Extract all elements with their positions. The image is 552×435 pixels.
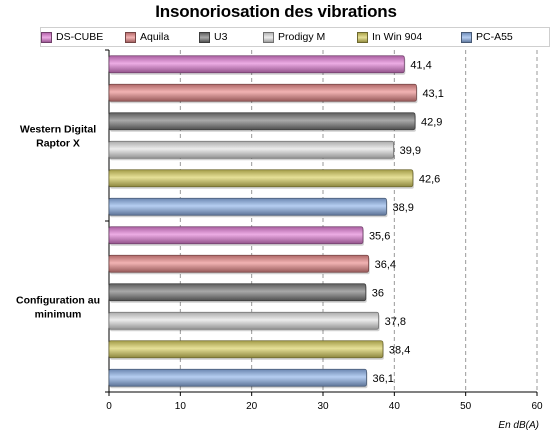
bar xyxy=(108,83,417,102)
category-label: Configuration au xyxy=(16,295,100,307)
chart-title: Insonoriosation des vibrations xyxy=(155,2,397,21)
x-tick-label: 10 xyxy=(175,401,187,412)
legend-swatch xyxy=(263,31,274,43)
bar xyxy=(108,226,364,245)
legend-label: PC-A55 xyxy=(476,31,513,43)
bar xyxy=(108,55,405,74)
legend-swatch xyxy=(199,31,210,43)
legend-label: U3 xyxy=(214,31,228,43)
data-label: 36,4 xyxy=(375,259,396,271)
x-tick-label: 50 xyxy=(460,401,472,412)
category-label: minimum xyxy=(35,309,82,321)
bar xyxy=(108,169,414,188)
legend-item: In Win 904 xyxy=(357,30,422,44)
data-label: 43,1 xyxy=(422,88,443,100)
legend-swatch xyxy=(461,31,472,43)
legend-item: Prodigy M xyxy=(263,30,325,44)
data-label: 38,4 xyxy=(389,344,410,356)
data-label: 35,6 xyxy=(369,230,390,242)
bar xyxy=(108,140,395,159)
data-label: 36 xyxy=(372,287,384,299)
legend-swatch xyxy=(41,31,52,43)
bar xyxy=(108,340,384,359)
legend-swatch xyxy=(125,31,136,43)
data-label: 42,9 xyxy=(421,116,442,128)
legend-label: Prodigy M xyxy=(278,31,326,43)
legend-label: Aquila xyxy=(140,31,170,43)
category-label: Raptor X xyxy=(36,138,80,150)
legend-item: Aquila xyxy=(125,30,169,44)
bar xyxy=(108,311,380,330)
legend-item: DS-CUBE xyxy=(41,30,103,44)
x-axis-label: En dB(A) xyxy=(498,420,539,431)
x-tick-label: 20 xyxy=(246,401,258,412)
legend-item: U3 xyxy=(199,30,227,44)
legend-item: PC-A55 xyxy=(461,30,513,44)
x-tick-label: 60 xyxy=(531,401,543,412)
category-label: Western Digital xyxy=(20,124,96,136)
legend-label: DS-CUBE xyxy=(56,31,104,43)
x-tick-label: 40 xyxy=(389,401,401,412)
data-label: 39,9 xyxy=(400,145,421,157)
bar xyxy=(108,197,387,216)
bar xyxy=(108,112,416,131)
data-label: 36,1 xyxy=(373,373,394,385)
bar xyxy=(108,368,367,387)
legend: DS-CUBE Aquila U3 Prodigy M In Win 904 PC-A55 xyxy=(40,27,550,47)
x-tick-label: 0 xyxy=(106,401,112,412)
legend-swatch xyxy=(357,31,368,43)
x-tick-label: 30 xyxy=(317,401,329,412)
data-label: 42,6 xyxy=(419,173,440,185)
data-label: 41,4 xyxy=(410,59,431,71)
data-label: 37,8 xyxy=(385,316,406,328)
data-label: 38,9 xyxy=(392,202,413,214)
bar xyxy=(108,283,367,302)
legend-label: In Win 904 xyxy=(372,31,423,43)
bar xyxy=(108,254,370,273)
